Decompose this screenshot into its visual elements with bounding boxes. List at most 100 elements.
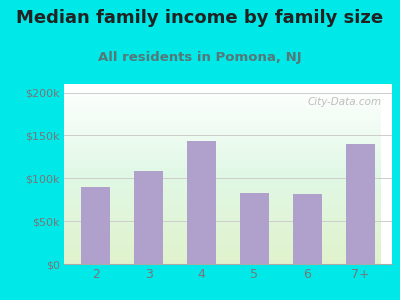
- Bar: [64, 112, 382, 113]
- Bar: [64, 194, 382, 195]
- Bar: [64, 89, 382, 90]
- Bar: [64, 100, 382, 101]
- Bar: [64, 148, 382, 149]
- Bar: [64, 256, 382, 257]
- Bar: [64, 227, 382, 228]
- Bar: [64, 96, 382, 97]
- Bar: [64, 158, 382, 159]
- Bar: [64, 130, 382, 131]
- Bar: [64, 184, 382, 185]
- Bar: [64, 221, 382, 222]
- Bar: [64, 166, 382, 167]
- Bar: [64, 225, 382, 226]
- Bar: [64, 98, 382, 99]
- Bar: [64, 180, 382, 181]
- Bar: [64, 143, 382, 144]
- Bar: [64, 129, 382, 130]
- Bar: [64, 186, 382, 187]
- Bar: [64, 224, 382, 225]
- Bar: [64, 187, 382, 188]
- Bar: [64, 135, 382, 136]
- Bar: [64, 145, 382, 146]
- Bar: [64, 226, 382, 227]
- Bar: [64, 255, 382, 256]
- Bar: [64, 216, 382, 217]
- Bar: [240, 193, 269, 264]
- Bar: [64, 171, 382, 172]
- Bar: [64, 146, 382, 147]
- Bar: [64, 189, 382, 190]
- Bar: [64, 121, 382, 122]
- Bar: [64, 84, 382, 85]
- Bar: [64, 179, 382, 180]
- Bar: [64, 175, 382, 176]
- Bar: [64, 160, 382, 161]
- Bar: [64, 199, 382, 200]
- Bar: [64, 247, 382, 248]
- Text: All residents in Pomona, NJ: All residents in Pomona, NJ: [98, 51, 302, 64]
- Bar: [64, 231, 382, 232]
- Bar: [64, 215, 382, 216]
- Bar: [64, 149, 382, 150]
- Bar: [64, 103, 382, 104]
- Bar: [64, 246, 382, 247]
- Bar: [64, 170, 382, 171]
- Bar: [64, 222, 382, 223]
- Bar: [64, 257, 382, 258]
- Bar: [64, 125, 382, 126]
- Bar: [64, 195, 382, 196]
- Bar: [64, 152, 382, 153]
- Bar: [64, 249, 382, 250]
- Bar: [64, 120, 382, 121]
- Bar: [64, 253, 382, 254]
- Bar: [64, 203, 382, 204]
- Bar: [64, 230, 382, 231]
- Bar: [64, 251, 382, 252]
- Bar: [81, 187, 110, 264]
- Bar: [64, 169, 382, 170]
- Bar: [64, 213, 382, 214]
- Bar: [64, 229, 382, 230]
- Bar: [64, 92, 382, 93]
- Bar: [64, 176, 382, 177]
- Bar: [64, 88, 382, 89]
- Bar: [346, 144, 375, 264]
- Bar: [64, 162, 382, 163]
- Bar: [64, 141, 382, 142]
- Bar: [64, 193, 382, 194]
- Bar: [64, 219, 382, 220]
- Bar: [64, 155, 382, 156]
- Bar: [64, 260, 382, 261]
- Bar: [64, 136, 382, 137]
- Bar: [293, 194, 322, 264]
- Bar: [64, 115, 382, 116]
- Bar: [64, 232, 382, 233]
- Bar: [64, 178, 382, 179]
- Bar: [64, 228, 382, 229]
- Bar: [64, 181, 382, 182]
- Bar: [64, 168, 382, 169]
- Bar: [64, 164, 382, 165]
- Bar: [64, 183, 382, 184]
- Bar: [64, 114, 382, 115]
- Bar: [64, 241, 382, 242]
- Bar: [64, 238, 382, 239]
- Bar: [64, 220, 382, 221]
- Bar: [64, 261, 382, 262]
- Bar: [64, 107, 382, 108]
- Bar: [64, 153, 382, 154]
- Bar: [64, 144, 382, 145]
- Bar: [64, 201, 382, 202]
- Bar: [64, 263, 382, 264]
- Bar: [64, 85, 382, 86]
- Bar: [64, 151, 382, 152]
- Bar: [64, 259, 382, 260]
- Bar: [64, 242, 382, 243]
- Bar: [64, 239, 382, 240]
- Bar: [64, 140, 382, 141]
- Bar: [64, 204, 382, 205]
- Bar: [64, 245, 382, 246]
- Bar: [64, 122, 382, 123]
- Bar: [64, 150, 382, 151]
- Bar: [64, 169, 382, 170]
